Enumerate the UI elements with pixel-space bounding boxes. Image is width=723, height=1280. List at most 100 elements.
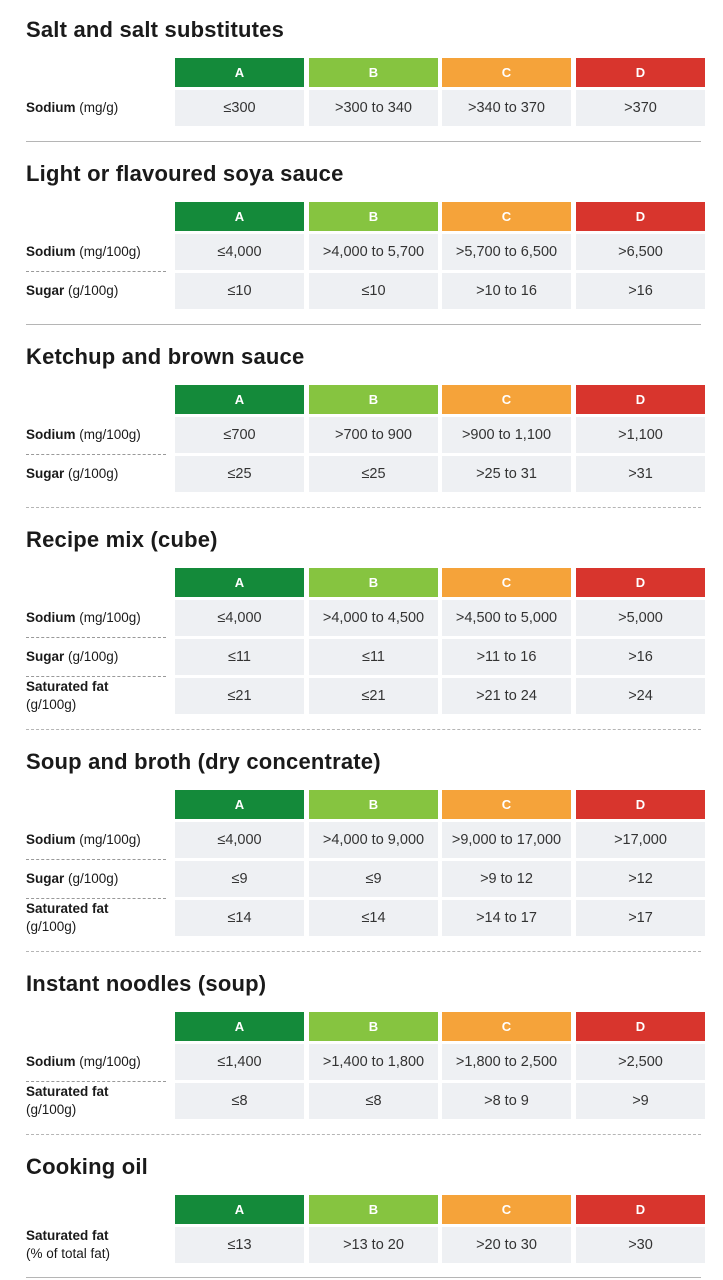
- grade-header-c: C: [442, 790, 571, 819]
- grade-header-c: C: [442, 1195, 571, 1224]
- grade-header-d: D: [576, 385, 705, 414]
- section-title: Instant noodles (soup): [26, 971, 267, 996]
- value-cell-d: >2,500: [576, 1044, 705, 1080]
- row-label: Sodium (mg/g): [26, 90, 172, 126]
- value-cell-a: ≤8: [175, 1083, 304, 1119]
- value-cell-b: ≤14: [309, 900, 438, 936]
- nutrient-name: Sodium: [26, 609, 76, 625]
- section-1: Light or flavoured soya sauce A B C D Sodium …: [0, 161, 723, 309]
- grade-header-a: A: [175, 202, 304, 231]
- value-cell-a: ≤25: [175, 456, 304, 492]
- section-title: Light or flavoured soya sauce: [26, 161, 344, 186]
- section-divider: [26, 729, 701, 730]
- section-title: Soup and broth (dry concentrate): [26, 749, 381, 774]
- value-cell-a: ≤4,000: [175, 600, 304, 636]
- grade-header-b: B: [309, 58, 438, 87]
- section-title: Ketchup and brown sauce: [26, 344, 305, 369]
- section-divider: [26, 507, 701, 508]
- nutrient-name: Saturated fat: [26, 1227, 109, 1243]
- nutrient-name: Sodium: [26, 243, 76, 259]
- value-cell-b: ≤11: [309, 639, 438, 675]
- value-cell-c: >4,500 to 5,000: [442, 600, 571, 636]
- value-cell-d: >17: [576, 900, 705, 936]
- value-cell-a: ≤4,000: [175, 234, 304, 270]
- value-cell-c: >21 to 24: [442, 678, 571, 714]
- nutrient-name: Sodium: [26, 1053, 76, 1069]
- row-label: Sodium (mg/100g): [26, 600, 172, 636]
- value-cell-d: >16: [576, 639, 705, 675]
- value-cell-a: ≤10: [175, 273, 304, 309]
- grade-header-a: A: [175, 385, 304, 414]
- grade-header-c: C: [442, 568, 571, 597]
- row-label: Sodium (mg/100g): [26, 1044, 172, 1080]
- nutrient-unit: (g/100g): [68, 282, 119, 298]
- value-cell-c: >900 to 1,100: [442, 417, 571, 453]
- row-label: Sodium (mg/100g): [26, 234, 172, 270]
- nutrient-name: Saturated fat: [26, 678, 109, 694]
- nutrient-unit: (mg/g): [79, 99, 119, 115]
- section-2: Ketchup and brown sauce A B C D Sodium (mg/10…: [0, 344, 723, 492]
- value-cell-a: ≤300: [175, 90, 304, 126]
- row-separator: [26, 898, 166, 899]
- grade-header-d: D: [576, 1012, 705, 1041]
- section-title: Salt and salt substitutes: [26, 17, 285, 42]
- nutrient-name: Sugar: [26, 465, 65, 481]
- value-cell-a: ≤9: [175, 861, 304, 897]
- grade-header-a: A: [175, 1195, 304, 1224]
- nutrient-name: Saturated fat: [26, 1083, 109, 1099]
- nutrient-name: Sodium: [26, 426, 76, 442]
- grade-header-c: C: [442, 385, 571, 414]
- nutrient-unit: (mg/100g): [79, 243, 141, 259]
- grade-header-b: B: [309, 202, 438, 231]
- nutrient-unit: (mg/100g): [79, 831, 141, 847]
- value-cell-c: >11 to 16: [442, 639, 571, 675]
- grade-header-b: B: [309, 1012, 438, 1041]
- value-cell-a: ≤11: [175, 639, 304, 675]
- row-separator: [26, 676, 166, 677]
- row-label: Saturated fat (% of total fat): [26, 1227, 172, 1263]
- row-separator: [26, 271, 166, 272]
- grade-header-b: B: [309, 790, 438, 819]
- value-cell-d: >6,500: [576, 234, 705, 270]
- value-cell-d: >12: [576, 861, 705, 897]
- grade-header-b: B: [309, 1195, 438, 1224]
- grade-header-a: A: [175, 1012, 304, 1041]
- value-cell-d: >5,000: [576, 600, 705, 636]
- nutrient-name: Sodium: [26, 831, 76, 847]
- section-4: Soup and broth (dry concentrate) A B C D Sodi…: [0, 749, 723, 936]
- value-cell-b: >300 to 340: [309, 90, 438, 126]
- section-divider: [26, 1277, 701, 1278]
- nutrient-name: Sugar: [26, 282, 65, 298]
- nutrient-name: Sugar: [26, 870, 65, 886]
- value-cell-d: >31: [576, 456, 705, 492]
- value-cell-c: >340 to 370: [442, 90, 571, 126]
- value-cell-c: >9 to 12: [442, 861, 571, 897]
- value-cell-d: >17,000: [576, 822, 705, 858]
- grade-header-d: D: [576, 790, 705, 819]
- nutrient-unit: (mg/100g): [79, 1053, 141, 1069]
- value-cell-d: >9: [576, 1083, 705, 1119]
- value-cell-b: ≤10: [309, 273, 438, 309]
- nutrient-unit: (% of total fat): [26, 1246, 111, 1261]
- nutrient-unit: (g/100g): [26, 1102, 77, 1117]
- value-cell-c: >1,800 to 2,500: [442, 1044, 571, 1080]
- row-separator: [26, 859, 166, 860]
- value-cell-b: >13 to 20: [309, 1227, 438, 1263]
- section-0: Salt and salt substitutes A B C D Sodium (mg/…: [0, 17, 723, 137]
- section-divider: [26, 951, 701, 952]
- section-divider: [26, 141, 701, 142]
- section-divider: [26, 324, 701, 325]
- value-cell-a: ≤1,400: [175, 1044, 304, 1080]
- value-cell-c: >14 to 17: [442, 900, 571, 936]
- row-label: Sodium (mg/100g): [26, 822, 172, 858]
- nutrient-name: Saturated fat: [26, 900, 109, 916]
- row-separator: [26, 454, 166, 455]
- grade-header-a: A: [175, 58, 304, 87]
- grade-header-c: C: [442, 202, 571, 231]
- row-label: Saturated fat (g/100g): [26, 1083, 172, 1119]
- grade-header-d: D: [576, 568, 705, 597]
- value-cell-b: >4,000 to 9,000: [309, 822, 438, 858]
- nutrient-unit: (g/100g): [26, 697, 77, 712]
- section-title: Recipe mix (cube): [26, 527, 218, 552]
- nutrient-unit: (g/100g): [68, 870, 119, 886]
